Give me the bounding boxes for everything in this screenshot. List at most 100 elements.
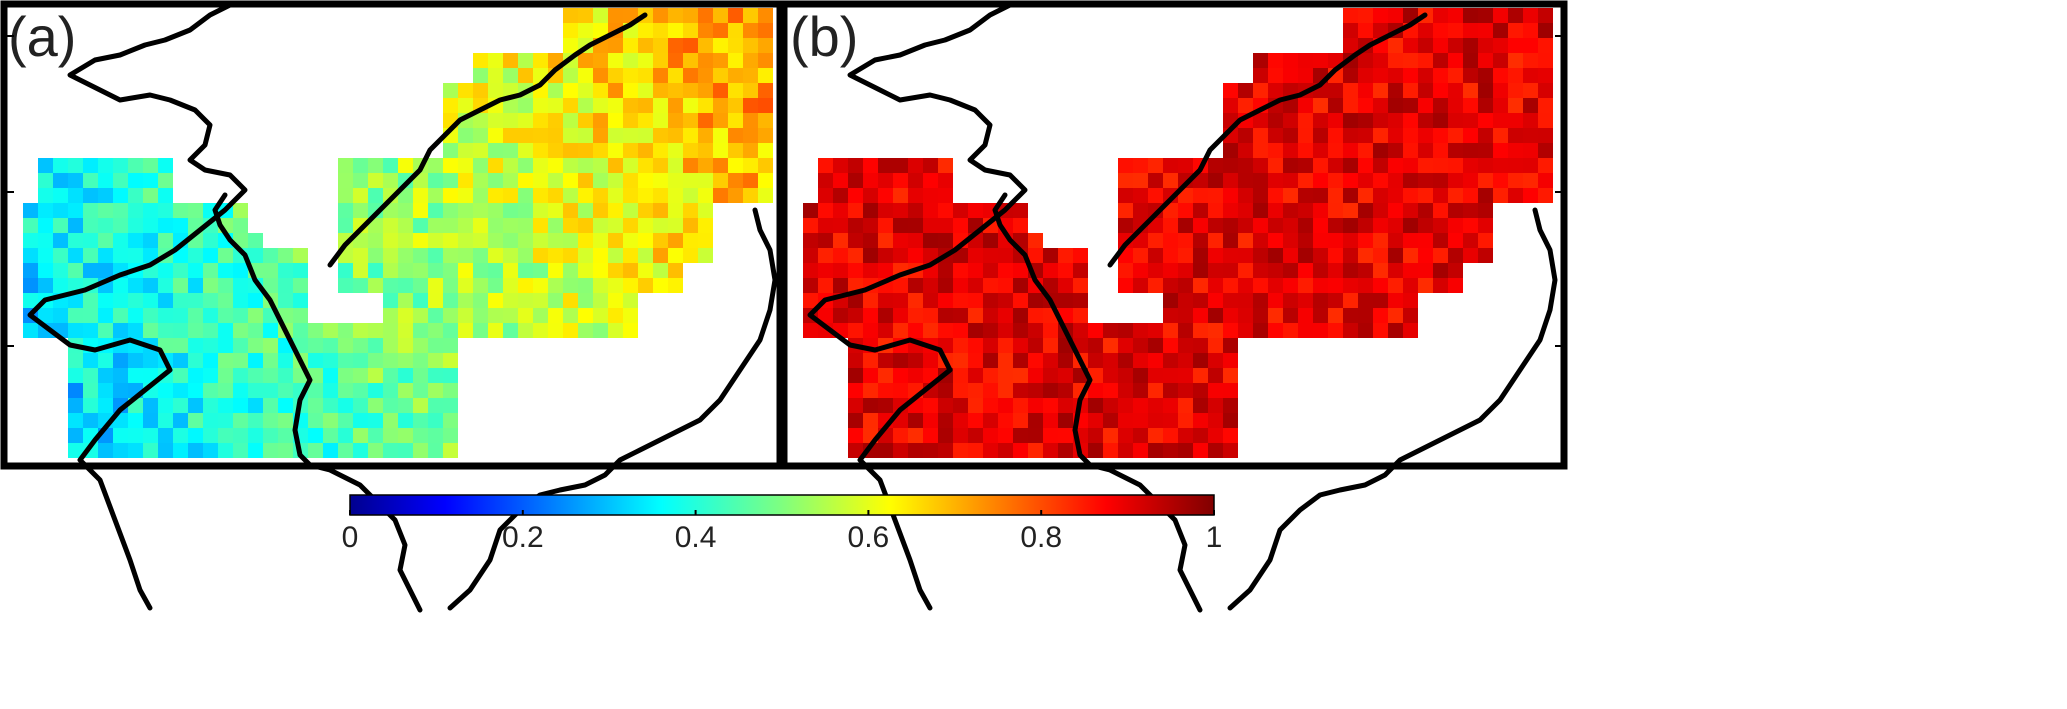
grid-cell [1193, 368, 1208, 383]
grid-cell [1253, 83, 1268, 98]
grid-cell [83, 203, 98, 218]
grid-cell [983, 278, 998, 293]
grid-cell [1223, 383, 1238, 398]
grid-cell [548, 83, 563, 98]
grid-cell [668, 188, 683, 203]
grid-cell [878, 188, 893, 203]
grid-cell [263, 338, 278, 353]
grid-cell [908, 353, 923, 368]
grid-cell [1238, 128, 1253, 143]
grid-cell [638, 158, 653, 173]
grid-cell [1418, 278, 1433, 293]
grid-cell [1193, 323, 1208, 338]
grid-cell [98, 233, 113, 248]
grid-cell [53, 278, 68, 293]
grid-cell [1193, 308, 1208, 323]
grid-cell [338, 278, 353, 293]
grid-cell [1343, 158, 1358, 173]
grid-cell [68, 443, 83, 458]
grid-cell [1283, 218, 1298, 233]
grid-cell [848, 383, 863, 398]
grid-cell [83, 383, 98, 398]
grid-cell [1463, 128, 1478, 143]
grid-cell [1328, 233, 1343, 248]
grid-cell [923, 278, 938, 293]
grid-cell [68, 398, 83, 413]
grid-cell [428, 323, 443, 338]
grid-cell [488, 68, 503, 83]
grid-cell [1058, 353, 1073, 368]
grid-cell [38, 308, 53, 323]
grid-cell [1178, 263, 1193, 278]
grid-cell [998, 263, 1013, 278]
grid-cell [1328, 323, 1343, 338]
grid-cell [128, 443, 143, 458]
grid-cell [233, 293, 248, 308]
grid-cell [413, 218, 428, 233]
grid-cell [233, 308, 248, 323]
grid-cell [1433, 143, 1448, 158]
grid-cell [1268, 278, 1283, 293]
coastline-mainland-b [807, 2, 1028, 611]
grid-cell [1313, 173, 1328, 188]
grid-cell [1418, 188, 1433, 203]
grid-cell [203, 428, 218, 443]
grid-cell [1073, 248, 1088, 263]
grid-cell [983, 233, 998, 248]
grid-cell [533, 173, 548, 188]
grid-cell [653, 233, 668, 248]
grid-cell [998, 383, 1013, 398]
grid-cell [1148, 278, 1163, 293]
grid-cell [1478, 38, 1493, 53]
grid-cell [878, 293, 893, 308]
grid-cell [248, 338, 263, 353]
grid-cell [1343, 323, 1358, 338]
grid-cell [653, 173, 668, 188]
colorbar: 0 0.2 0.4 0.6 0.8 1 [342, 494, 1222, 554]
grid-cell [653, 53, 668, 68]
grid-cell [1523, 53, 1538, 68]
grid-cell [53, 218, 68, 233]
grid-cell [638, 218, 653, 233]
grid-cell [1268, 203, 1283, 218]
grid-cell [503, 323, 518, 338]
grid-cell [623, 158, 638, 173]
grid-cell [428, 353, 443, 368]
grid-cell [938, 413, 953, 428]
grid-cell [1388, 293, 1403, 308]
grid-cell [878, 248, 893, 263]
grid-cell [368, 233, 383, 248]
grid-cell [983, 398, 998, 413]
grid-cell [443, 143, 458, 158]
grid-cell [653, 38, 668, 53]
grid-cell [38, 218, 53, 233]
grid-cell [938, 398, 953, 413]
grid-cell [218, 398, 233, 413]
grid-cell [383, 263, 398, 278]
grid-cell [143, 158, 158, 173]
grid-cell [1238, 173, 1253, 188]
grid-cell [203, 323, 218, 338]
grid-cell [1163, 278, 1178, 293]
grid-cell [1148, 233, 1163, 248]
grid-cell [383, 233, 398, 248]
grid-cell [1328, 98, 1343, 113]
grid-cell [563, 143, 578, 158]
grid-cell [278, 368, 293, 383]
grid-cell [578, 218, 593, 233]
grid-cell [1418, 23, 1433, 38]
grid-cell [1163, 158, 1178, 173]
grid-cell [668, 113, 683, 128]
grid-cell [1508, 188, 1523, 203]
grid-cell [158, 263, 173, 278]
grid-cell [1193, 398, 1208, 413]
grid-cell [608, 218, 623, 233]
grid-cell [1028, 353, 1043, 368]
grid-cell [1148, 338, 1163, 353]
grid-cell [398, 338, 413, 353]
grid-cell [1283, 233, 1298, 248]
grid-cell [233, 323, 248, 338]
grid-cell [1433, 158, 1448, 173]
grid-cell [473, 293, 488, 308]
grid-cell [38, 263, 53, 278]
